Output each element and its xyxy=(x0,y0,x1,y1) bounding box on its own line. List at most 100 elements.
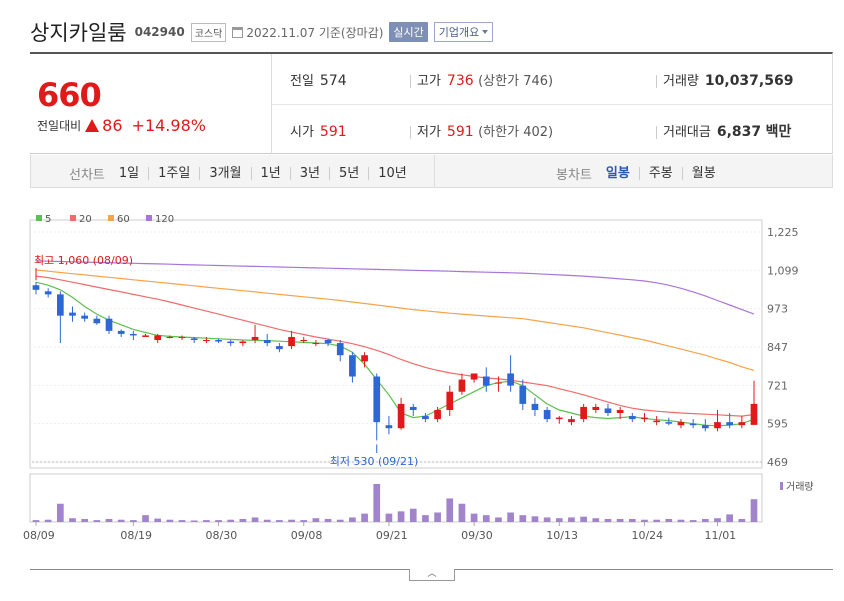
tab-5y[interactable]: 5년 xyxy=(329,167,368,180)
candle-body xyxy=(665,422,673,424)
tab-3m[interactable]: 3개월 xyxy=(199,167,250,180)
volume-bar xyxy=(312,518,320,522)
candle-chart-tabs: 봉차트 일봉 주봉 월봉 xyxy=(556,164,725,183)
tab-1w[interactable]: 1주일 xyxy=(148,167,199,180)
volume-bar xyxy=(397,511,405,522)
candle-chart-label: 봉차트 xyxy=(556,168,592,183)
volume: 거래량 10,037,569 xyxy=(656,70,793,89)
y-tick-label: 973 xyxy=(767,303,788,316)
volume-bar xyxy=(385,513,393,522)
volume-bar xyxy=(190,520,198,522)
lower-limit: (하한가 402) xyxy=(478,125,554,140)
volume-bar xyxy=(495,517,502,522)
candle-body xyxy=(714,422,721,429)
volume-bar xyxy=(142,515,149,522)
volume-bar xyxy=(324,518,332,522)
prev-close-value: 574 xyxy=(319,73,347,89)
candle-body xyxy=(336,343,344,356)
line-chart-tabs: 선차트 1일 1주일 3개월 1년 3년 5년 10년 xyxy=(69,164,416,183)
quote-date-text: 2022.11.07 기준(장마감) xyxy=(246,25,384,40)
volume-bar xyxy=(714,518,721,522)
trade-amount-value: 6,837 xyxy=(716,124,762,140)
line-chart-label: 선차트 xyxy=(69,168,105,183)
volume-bar xyxy=(677,519,685,522)
legend-label: 20 xyxy=(79,214,92,225)
legend-swatch xyxy=(70,215,76,221)
candle-body xyxy=(69,312,76,316)
volume-bar xyxy=(750,499,758,522)
legend-label: 120 xyxy=(155,214,174,225)
candle-body xyxy=(44,291,52,295)
volume-bar xyxy=(276,520,283,522)
volume-bar xyxy=(239,518,247,522)
candle-body xyxy=(312,343,320,345)
price-change: 전일대비 86 +14.98% xyxy=(37,116,206,135)
volume-bar xyxy=(422,515,429,522)
tab-1d[interactable]: 1일 xyxy=(118,166,140,181)
candle-body xyxy=(458,379,466,392)
change-value: 86 xyxy=(102,116,123,135)
volume-bar xyxy=(178,520,186,522)
open-price-value: 591 xyxy=(319,124,347,140)
candle-body xyxy=(568,419,575,423)
volume-bar xyxy=(689,520,697,522)
volume-bar xyxy=(336,519,344,522)
volume-bar xyxy=(470,513,478,522)
quote-summary: 660 전일대비 86 +14.98% 전일 574 고가 736 (상한가 746… xyxy=(30,52,833,154)
change-label: 전일대비 xyxy=(37,119,82,133)
tab-10y[interactable]: 10년 xyxy=(368,167,416,180)
up-arrow-icon xyxy=(85,119,100,132)
max-price-label: 최고 1,060 (08/09) xyxy=(34,254,133,267)
trade-amount: 거래대금 6,837 백만 xyxy=(656,121,791,141)
price-pane-frame xyxy=(29,219,763,469)
change-percent: +14.98% xyxy=(131,116,206,135)
candle-body xyxy=(628,416,636,420)
x-tick-label: 10/24 xyxy=(631,529,663,542)
candle-body xyxy=(689,423,697,426)
candle-body xyxy=(324,340,332,344)
volume-bar xyxy=(628,518,636,522)
volume-bar xyxy=(568,517,575,522)
volume-bar xyxy=(409,508,417,522)
tab-3y[interactable]: 3년 xyxy=(289,167,329,180)
day-low: 저가 591 (하한가 402) xyxy=(410,121,553,140)
market-badge: 코스닥 xyxy=(190,22,227,42)
volume-bar xyxy=(154,518,162,522)
company-info-button[interactable]: 기업개요 xyxy=(433,22,494,42)
volume-bar xyxy=(166,519,174,522)
quote-row-1: 전일 574 고가 736 (상한가 746) 거래량 10,037,569 xyxy=(272,54,833,104)
candle-body xyxy=(166,336,174,338)
candle-body xyxy=(422,416,429,420)
volume-bar xyxy=(726,514,734,522)
tab-monthly[interactable]: 월봉 xyxy=(681,167,725,180)
quote-row-2: 시가 591 저가 591 (하한가 402) 거래대금 6,837 백만 xyxy=(272,104,833,154)
realtime-button[interactable]: 실시간 xyxy=(389,22,428,42)
candle-body xyxy=(300,340,308,342)
candle-body xyxy=(215,340,222,342)
candle-body xyxy=(616,409,624,414)
upper-limit: (상한가 746) xyxy=(478,74,554,89)
volume-bar xyxy=(300,520,308,522)
volume-bar xyxy=(580,516,587,522)
tab-weekly[interactable]: 주봉 xyxy=(638,167,682,180)
tab-1y[interactable]: 1년 xyxy=(250,167,290,180)
tab-daily[interactable]: 일봉 xyxy=(605,166,630,181)
candle-body xyxy=(117,330,125,334)
candle-body xyxy=(519,385,527,404)
candle-body xyxy=(56,294,64,316)
candle-body xyxy=(130,333,137,336)
collapse-button[interactable]: ︿ xyxy=(409,569,455,581)
x-tick-label: 08/30 xyxy=(206,529,238,542)
chevron-down-icon xyxy=(482,30,489,34)
volume-bar xyxy=(56,503,64,522)
volume-bar xyxy=(507,512,514,522)
volume-bar xyxy=(482,515,490,522)
candle-body xyxy=(276,346,283,350)
volume-bar xyxy=(653,519,660,522)
volume-bar xyxy=(604,518,612,522)
ma60-line xyxy=(35,269,755,371)
volume-bar xyxy=(44,519,52,522)
candle-body xyxy=(227,341,235,344)
legend-label: 60 xyxy=(117,214,130,225)
candle-body xyxy=(263,340,271,344)
